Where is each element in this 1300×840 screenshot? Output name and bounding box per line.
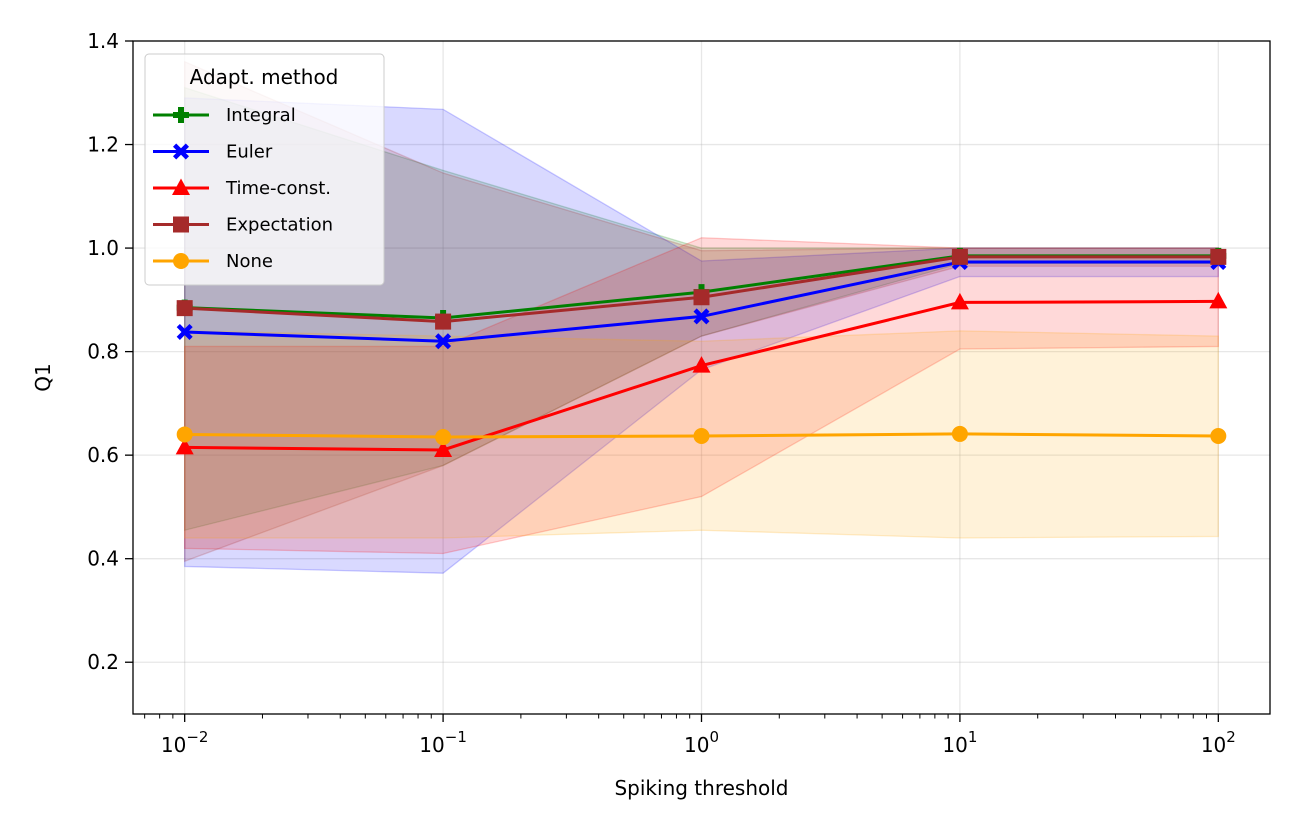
point-time-const bbox=[950, 292, 969, 310]
point-expectation bbox=[951, 248, 968, 265]
legend-marker-expectation bbox=[173, 216, 189, 233]
x-tick-label: 102 bbox=[1201, 728, 1236, 757]
point-time-const bbox=[1209, 291, 1228, 309]
legend: Adapt. method Integral Euler Time-const. Ex… bbox=[144, 53, 385, 286]
x-axis-title: Spiking threshold bbox=[614, 776, 788, 800]
x-tick-label: 10−2 bbox=[161, 728, 209, 757]
y-tick-label: 1.2 bbox=[87, 133, 119, 157]
legend-marker-euler bbox=[173, 143, 189, 160]
point-expectation bbox=[176, 300, 193, 317]
point-none bbox=[435, 429, 452, 446]
y-tick-label: 0.2 bbox=[87, 650, 119, 674]
legend-label-time-const: Time-const. bbox=[225, 178, 331, 199]
legend-label-integral: Integral bbox=[226, 105, 296, 126]
point-expectation bbox=[693, 289, 710, 306]
series-markers bbox=[175, 247, 1228, 457]
legend-marker-none bbox=[173, 253, 189, 269]
point-euler bbox=[435, 333, 452, 350]
y-tick-label: 0.4 bbox=[87, 547, 119, 571]
point-euler bbox=[693, 308, 710, 325]
legend-label-expectation: Expectation bbox=[226, 215, 333, 236]
x-tick-label: 100 bbox=[684, 728, 719, 757]
y-tick-label: 1.4 bbox=[87, 29, 119, 53]
x-tick-label: 10−1 bbox=[419, 728, 467, 757]
legend-label-euler: Euler bbox=[226, 142, 273, 163]
legend-box bbox=[144, 53, 385, 286]
point-expectation bbox=[435, 313, 452, 330]
point-time-const bbox=[175, 437, 194, 455]
legend-marker-time-const bbox=[172, 178, 190, 195]
point-expectation bbox=[1210, 248, 1227, 265]
y-tick-label: 1.0 bbox=[87, 236, 119, 260]
point-none bbox=[176, 426, 193, 443]
x-tick-label: 101 bbox=[942, 728, 977, 757]
legend-label-none: None bbox=[226, 251, 273, 272]
band-time-const bbox=[184, 237, 1219, 555]
y-axis-title: Q1 bbox=[31, 363, 55, 391]
legend-title: Adapt. method bbox=[190, 65, 339, 89]
legend-marker-integral bbox=[173, 107, 189, 123]
point-none bbox=[693, 427, 710, 444]
point-time-const bbox=[692, 356, 711, 373]
y-tick-label: 0.6 bbox=[87, 443, 119, 467]
y-axis-ticks: 0.2 0.4 0.6 0.8 1.0 1.2 1.4 bbox=[87, 29, 133, 674]
point-none bbox=[1210, 427, 1227, 444]
point-none bbox=[951, 425, 968, 442]
y-tick-label: 0.8 bbox=[87, 340, 119, 364]
x-axis-ticks: 10−2 10−1 100 101 102 bbox=[144, 714, 1236, 757]
grid bbox=[133, 40, 1270, 714]
legend-items: Integral Euler Time-const. Expectation None bbox=[153, 105, 333, 272]
point-euler bbox=[176, 323, 193, 340]
point-time-const bbox=[434, 440, 453, 457]
